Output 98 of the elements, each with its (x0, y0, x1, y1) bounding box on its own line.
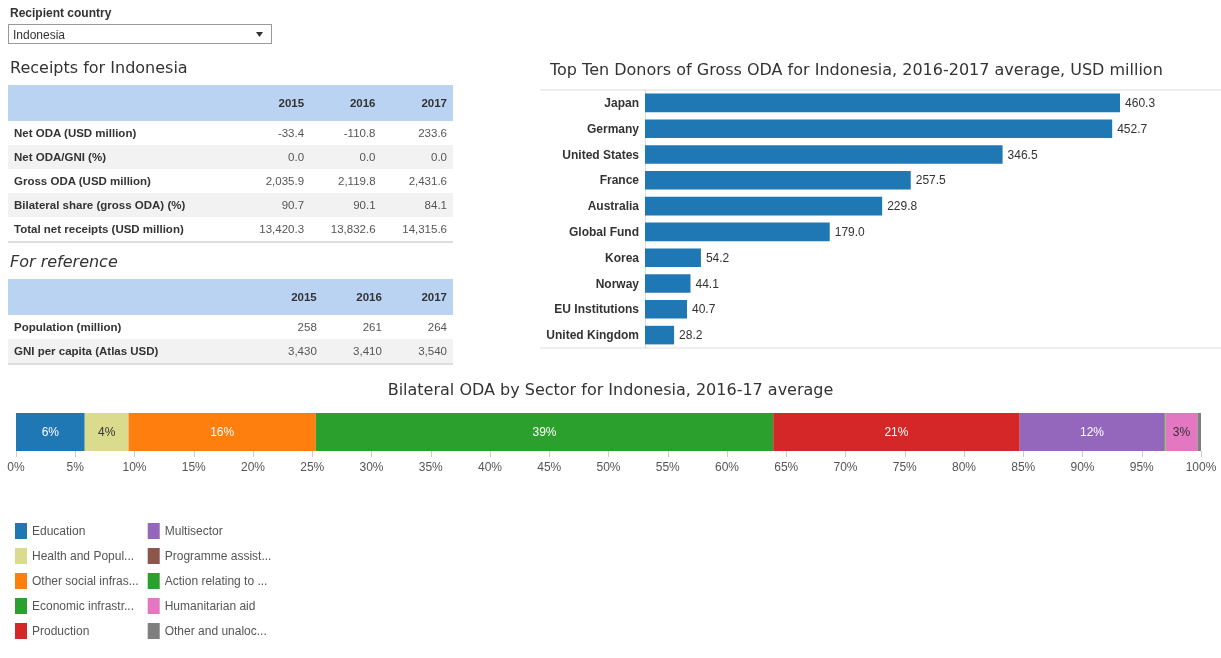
category-label: Gross ODA (USD million) (14, 175, 151, 187)
data-label: 12% (1079, 425, 1105, 439)
y-tick-label: Global Fund (569, 224, 639, 239)
data-label: 452.7 (1117, 121, 1148, 136)
text: -110.8 (343, 127, 376, 139)
text: 3,410 (353, 345, 382, 357)
text: 233.6 (418, 127, 447, 139)
legend-label: Production (32, 624, 90, 638)
text: 2,119.8 (338, 175, 376, 187)
dropdown-field: Indonesia (8, 24, 272, 44)
text: For reference (10, 252, 119, 271)
x-tick-label: 10% (122, 460, 147, 474)
x-tick-label: 55% (655, 460, 681, 474)
text: 3,430 (288, 345, 317, 357)
x-tick-label: 35% (418, 460, 444, 474)
category-label: Population (million) (14, 321, 122, 333)
category-label: Total net receipts (USD million) (14, 223, 184, 235)
y-tick-label: Australia (587, 199, 640, 214)
data-label: 346.5 (1007, 147, 1038, 162)
y-tick-label: United States (562, 147, 640, 162)
category-label: Net ODA (USD million) (14, 127, 137, 139)
y-tick-label: EU Institutions (554, 302, 640, 317)
legend-label: Programme assist... (164, 549, 272, 563)
chart-title: Bilateral ODA by Sector for Indonesia, 2016-17 average (387, 379, 834, 399)
y-tick-label: United Kingdom (546, 328, 639, 343)
legend-label: Education (32, 524, 86, 538)
text: 261 (362, 321, 382, 333)
x-tick-label: 20% (240, 460, 266, 474)
text: 2,431.6 (408, 175, 447, 187)
x-tick-label: 60% (714, 460, 740, 474)
text: 258 (297, 321, 317, 333)
text: 0.0 (431, 151, 447, 163)
x-tick-label: 80% (951, 460, 977, 474)
data-label: 229.8 (887, 199, 918, 214)
category-label: 2016 (322, 279, 388, 315)
legend-label: Health and Popul... (32, 549, 135, 563)
data-label: 257.5 (915, 173, 947, 188)
text: -33.4 (277, 127, 305, 139)
y-tick-label: Norway (595, 276, 640, 291)
text: 0.0 (288, 151, 305, 163)
category-label: 2015 (238, 85, 311, 121)
legend-label: Action relating to ... (164, 574, 268, 588)
text: 90.1 (353, 199, 376, 211)
x-tick-label: 15% (181, 460, 207, 474)
chart-title: Top Ten Donors of Gross ODA for Indonesia, 2016-2017 average, USD million (549, 59, 1163, 79)
y-tick-label: France (599, 173, 640, 188)
x-tick-label: 45% (537, 460, 562, 474)
x-tick-label: 5% (66, 460, 85, 474)
category-label: 2017 (381, 85, 453, 121)
x-tick-label: 30% (359, 460, 384, 474)
text: 2,035.9 (265, 175, 305, 187)
legend-label: Other social infras... (32, 574, 139, 588)
data-label: 179.0 (834, 224, 866, 239)
data-label: 460.3 (1125, 95, 1156, 110)
category-label: GNI per capita (Atlas USD) (14, 345, 159, 357)
x-tick-label: 40% (477, 460, 503, 474)
data-label: 40.7 (692, 302, 716, 317)
legend-label: Humanitarian aid (164, 599, 256, 613)
x-tick-label: 90% (1070, 460, 1095, 474)
data-label: 4% (97, 425, 116, 439)
x-tick-label: 85% (1011, 460, 1036, 474)
category-label: Net ODA/GNI (%) (14, 151, 106, 163)
data-label: 54.2 (705, 250, 730, 265)
legend-label: Multisector (164, 524, 223, 538)
text: 13,832.6 (330, 223, 376, 235)
y-tick-label: Japan (604, 95, 639, 110)
y-tick-label: Germany (586, 121, 640, 136)
text: 84.1 (424, 199, 447, 211)
data-label: 21% (884, 425, 909, 439)
data-label: 3% (1172, 425, 1191, 439)
text: 3,540 (418, 345, 447, 357)
legend-label: Other and unaloc... (164, 624, 267, 638)
data-label: 16% (210, 425, 235, 439)
data-label: 39% (532, 425, 557, 439)
category-label: 2015 (257, 279, 323, 315)
x-tick-label: 95% (1129, 460, 1155, 474)
y-tick-label: Korea (604, 250, 640, 265)
text: 264 (427, 321, 447, 333)
legend-label: Economic infrastr... (32, 599, 135, 613)
x-tick-label: 70% (833, 460, 858, 474)
category-label: 2017 (387, 279, 453, 315)
text: Recipient country (10, 6, 113, 20)
x-tick-label: 0% (7, 460, 25, 474)
x-tick-label: 25% (300, 460, 325, 474)
x-tick-label: 75% (892, 460, 918, 474)
data-label: 44.1 (695, 276, 720, 291)
data-label: 28.2 (679, 328, 703, 343)
x-tick-label: 100% (1185, 460, 1217, 474)
x-tick-label: 65% (774, 460, 799, 474)
category-label: Bilateral share (gross ODA) (%) (14, 199, 186, 211)
x-tick-label: 50% (596, 460, 621, 474)
text: Receipts for Indonesia (10, 58, 189, 77)
text: 13,420.3 (259, 223, 305, 235)
text: 14,315.6 (402, 223, 447, 235)
text: 0.0 (359, 151, 376, 163)
text: 90.7 (281, 199, 305, 211)
category-label: 2016 (310, 85, 382, 121)
data-label: 6% (41, 425, 60, 439)
